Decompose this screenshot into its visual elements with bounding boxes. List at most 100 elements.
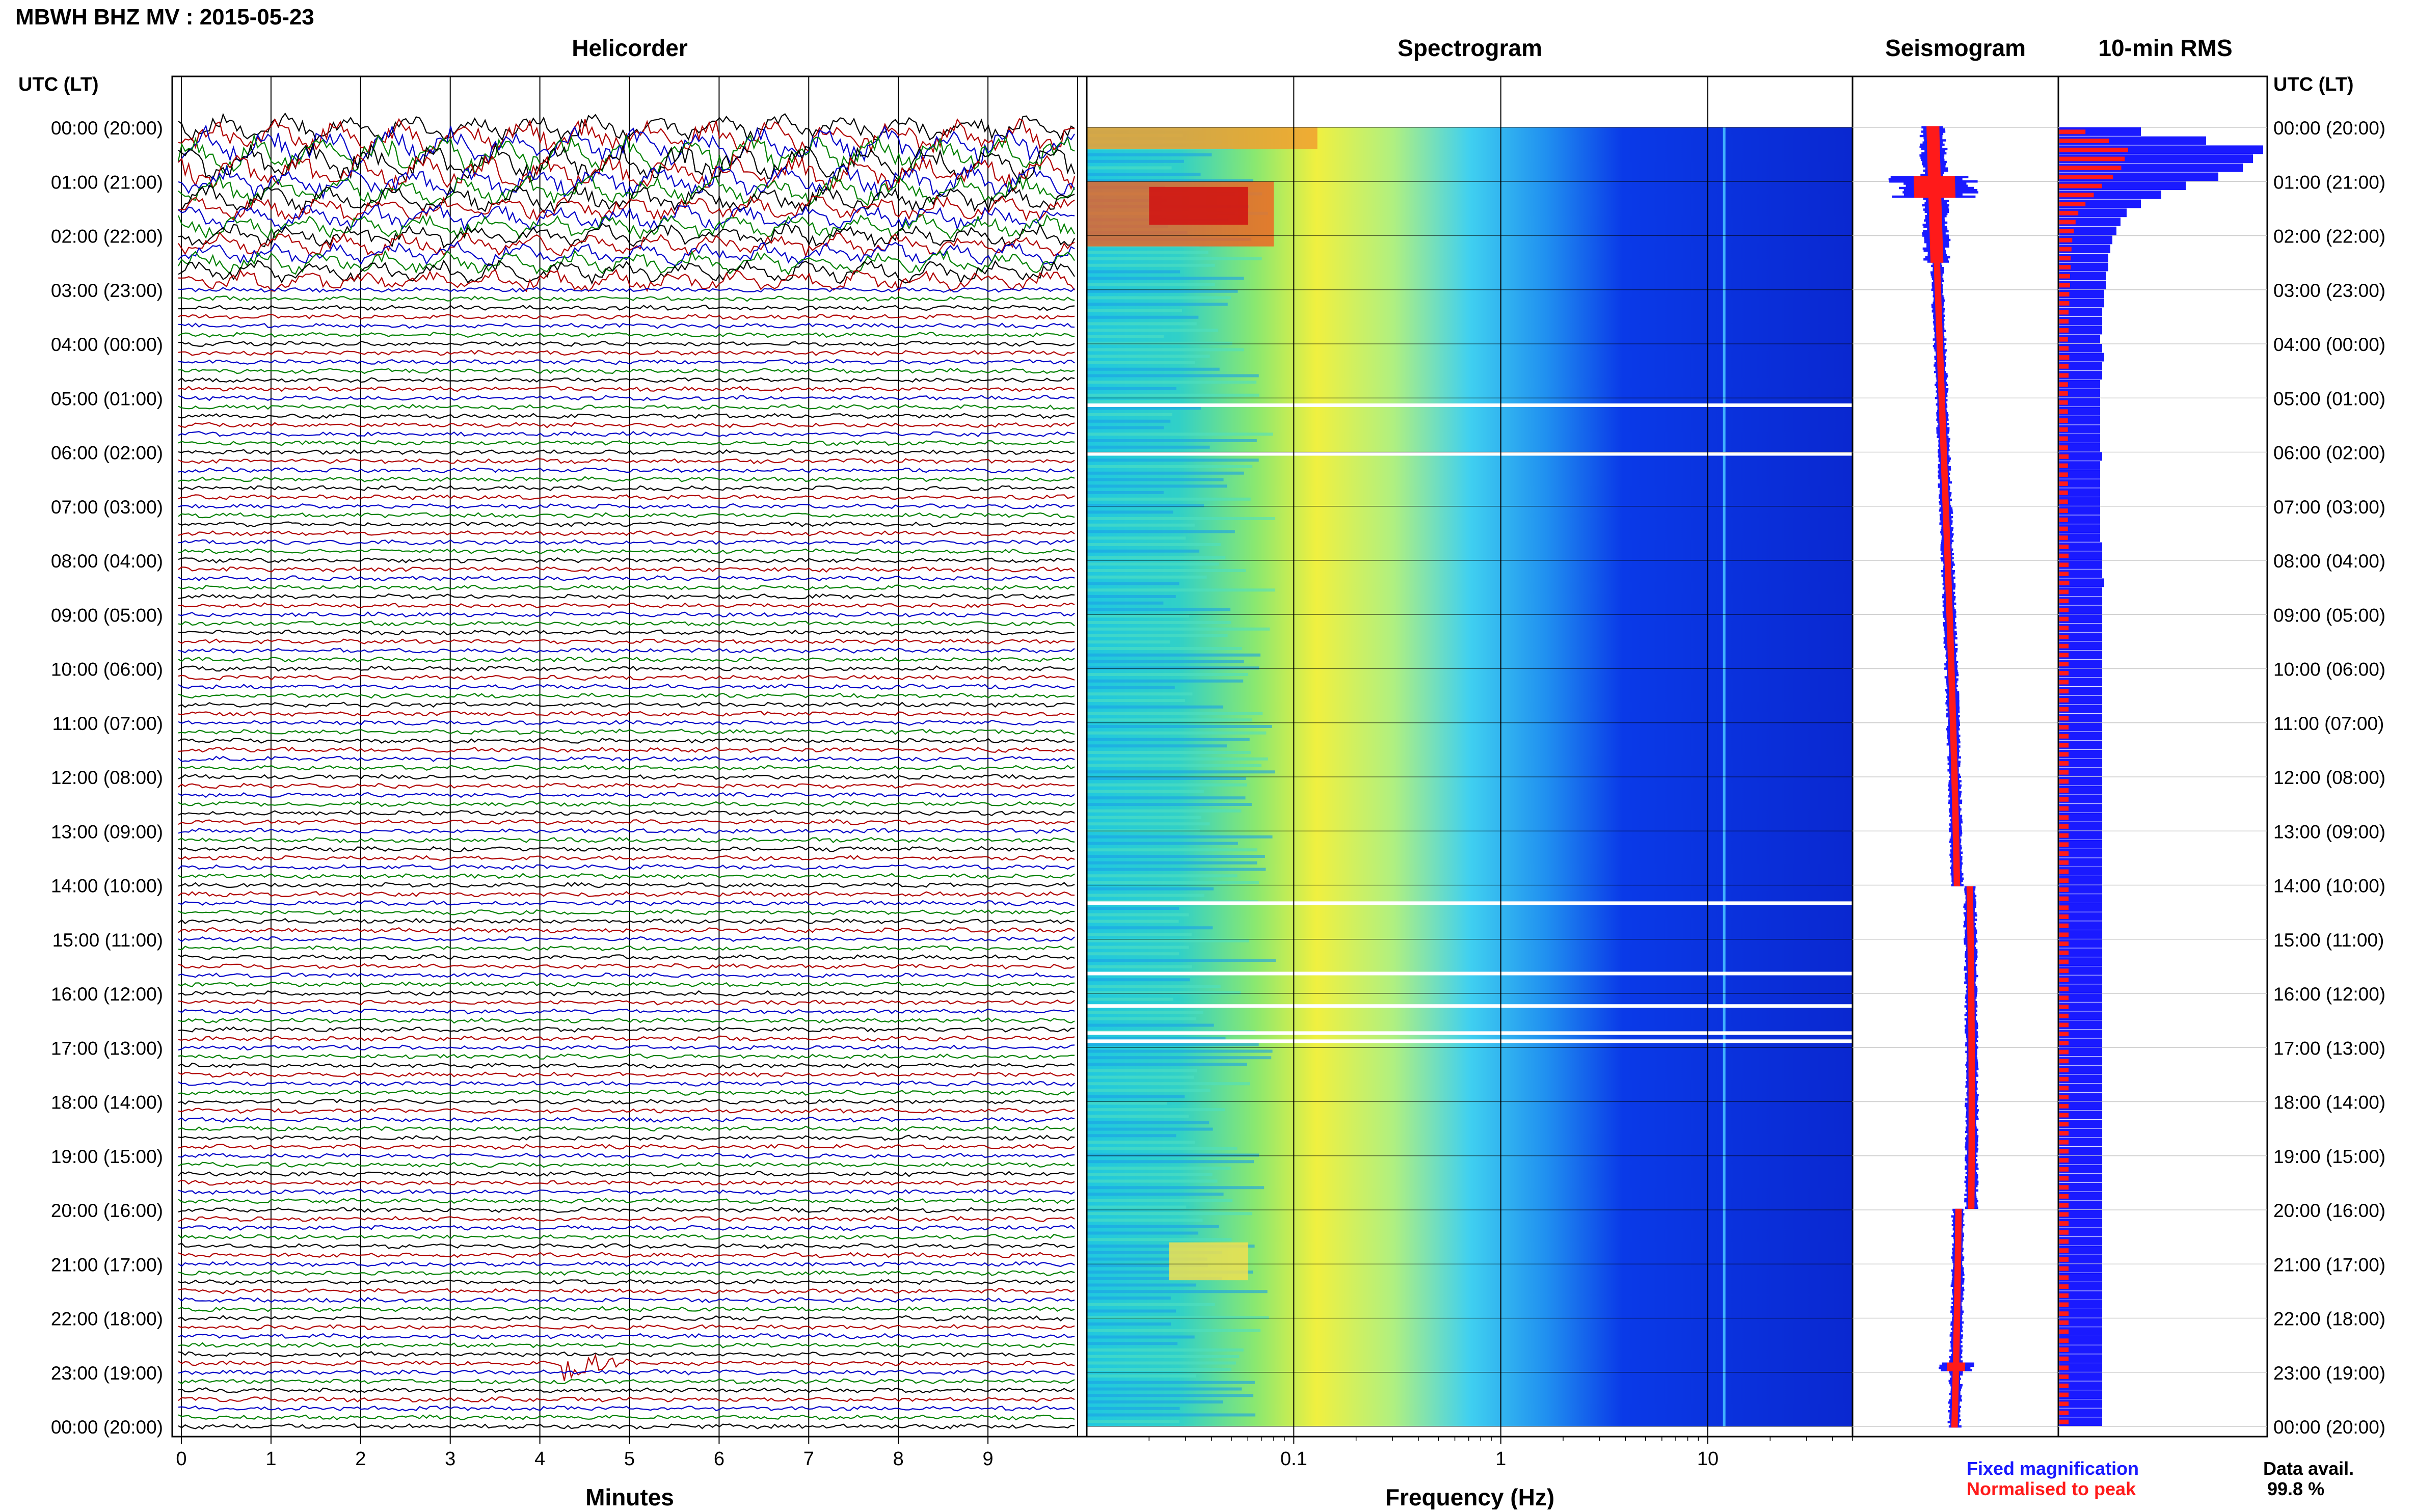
rms-bar-normalised xyxy=(2059,797,2069,802)
spectrogram-energy-patch xyxy=(1149,186,1248,225)
helicorder-trace xyxy=(178,611,1075,618)
rms-bar-normalised xyxy=(2059,707,2069,712)
rms-bar-fixed xyxy=(2059,560,2102,569)
rms-bar-fixed xyxy=(2059,281,2106,289)
rms-bar-fixed xyxy=(2059,903,2102,912)
rms-bar-normalised xyxy=(2059,1365,2069,1370)
rms-bar-fixed xyxy=(2059,1318,2102,1327)
spectrogram-texture xyxy=(1087,1173,1213,1176)
rms-bar-normalised xyxy=(2059,1411,2069,1415)
rms-bar-normalised xyxy=(2059,346,2069,351)
rms-bar-normalised xyxy=(2059,851,2069,856)
spectrogram-gap xyxy=(1087,971,1853,976)
spectrogram-texture xyxy=(1087,790,1204,793)
spectrogram-texture xyxy=(1087,283,1215,286)
rms-bar-fixed xyxy=(2059,551,2102,560)
rms-bar-fixed xyxy=(2059,1345,2102,1354)
rms-bar-normalised xyxy=(2059,1401,2069,1407)
helicorder-trace xyxy=(178,395,1075,401)
rms-bar-fixed xyxy=(2059,1300,2102,1309)
spectrogram-texture xyxy=(1087,881,1259,884)
spectrogram-texture xyxy=(1087,809,1242,813)
rms-bar-normalised xyxy=(2059,1275,2069,1280)
rms-bar-normalised xyxy=(2059,562,2069,568)
rms-bar-fixed xyxy=(2059,443,2100,452)
rms-bar-normalised xyxy=(2059,842,2069,847)
helicorder-trace xyxy=(178,1017,1075,1024)
time-label-left: 23:00 (19:00) xyxy=(51,1363,163,1384)
rms-bar-normalised xyxy=(2059,1347,2069,1352)
spectrogram-texture xyxy=(1087,1023,1214,1027)
spectrogram-texture xyxy=(1087,1063,1247,1066)
rms-bar-fixed xyxy=(2059,695,2102,705)
spectrogram-texture xyxy=(1087,1394,1253,1397)
helicorder-tick-label: 6 xyxy=(714,1448,725,1470)
rms-bar-fixed xyxy=(2059,1246,2102,1255)
rms-bar-normalised xyxy=(2059,1122,2069,1127)
spectrogram-texture xyxy=(1087,647,1242,650)
rms-bar-fixed xyxy=(2059,813,2102,822)
rms-bar-fixed xyxy=(2059,759,2102,768)
spectrogram-texture xyxy=(1087,1193,1224,1196)
rms-bar-normalised xyxy=(2059,1311,2069,1316)
helicorder-trace xyxy=(178,440,1075,447)
rms-bar-normalised xyxy=(2059,229,2074,234)
rms-bar-normalised xyxy=(2059,1266,2069,1271)
rms-bar-fixed xyxy=(2059,389,2100,398)
rms-bar-fixed xyxy=(2059,578,2104,587)
rms-bar-fixed xyxy=(2059,1327,2102,1336)
spectrogram-texture xyxy=(1087,933,1192,936)
spectrogram-texture xyxy=(1087,614,1189,618)
rms-heading: 10-min RMS xyxy=(2098,35,2232,61)
rms-bar-normalised xyxy=(2059,869,2069,874)
rms-bar-fixed xyxy=(2059,993,2102,1002)
spectrogram-texture xyxy=(1087,660,1244,663)
rms-bar-fixed xyxy=(2059,1029,2102,1038)
helicorder-trace xyxy=(178,422,1075,428)
spectrogram-texture xyxy=(1087,1127,1213,1131)
rms-bar-normalised xyxy=(2059,959,2069,964)
helicorder-trace xyxy=(178,1171,1075,1177)
spectrogram-texture xyxy=(1087,153,1212,156)
rms-bar-normalised xyxy=(2059,986,2069,991)
spectrogram-texture xyxy=(1087,471,1244,475)
spectrogram-texture xyxy=(1087,536,1186,540)
spectrogram-texture xyxy=(1087,1017,1196,1020)
spectrogram-texture xyxy=(1087,530,1235,533)
rms-bar-fixed xyxy=(2059,1237,2102,1246)
rms-bar-normalised xyxy=(2059,1158,2069,1163)
helicorder-trace xyxy=(178,674,1075,681)
time-label-right: 10:00 (06:00) xyxy=(2273,659,2385,680)
helicorder-tick-label: 4 xyxy=(534,1448,545,1470)
rms-bar-fixed xyxy=(2059,1128,2102,1138)
spectrogram-texture xyxy=(1087,504,1204,507)
helicorder-trace xyxy=(178,620,1075,627)
spectrogram-texture xyxy=(1087,978,1190,982)
spectrogram-texture xyxy=(1087,381,1257,384)
rms-bar-normalised xyxy=(2059,1338,2069,1343)
spectrogram-texture xyxy=(1087,673,1248,676)
rms-bar-fixed xyxy=(2059,1155,2102,1165)
spectrogram-texture xyxy=(1087,822,1210,826)
time-label-right: 04:00 (00:00) xyxy=(2273,334,2385,355)
rms-bar-fixed xyxy=(2059,651,2102,659)
spectrogram-texture xyxy=(1087,718,1252,722)
helicorder-trace xyxy=(178,755,1075,762)
spectrogram-texture xyxy=(1087,920,1179,923)
helicorder-trace xyxy=(178,954,1075,961)
helicorder-trace xyxy=(178,701,1075,708)
helicorder-trace xyxy=(178,819,1075,825)
time-label-left: 06:00 (02:00) xyxy=(51,443,163,464)
spectrogram-texture xyxy=(1087,1134,1176,1138)
rms-bar-normalised xyxy=(2059,1140,2069,1145)
rms-bar-fixed xyxy=(2059,1047,2102,1057)
helicorder-trace xyxy=(178,963,1075,969)
time-label-left: 07:00 (03:00) xyxy=(51,497,163,518)
rms-bar-normalised xyxy=(2059,1086,2069,1091)
time-label-left: 13:00 (09:00) xyxy=(51,821,163,842)
rms-bar-fixed xyxy=(2059,524,2100,533)
helicorder-trace xyxy=(178,1081,1075,1087)
time-label-right: 00:00 (20:00) xyxy=(2273,118,2385,139)
rms-bar-fixed xyxy=(2059,686,2102,695)
